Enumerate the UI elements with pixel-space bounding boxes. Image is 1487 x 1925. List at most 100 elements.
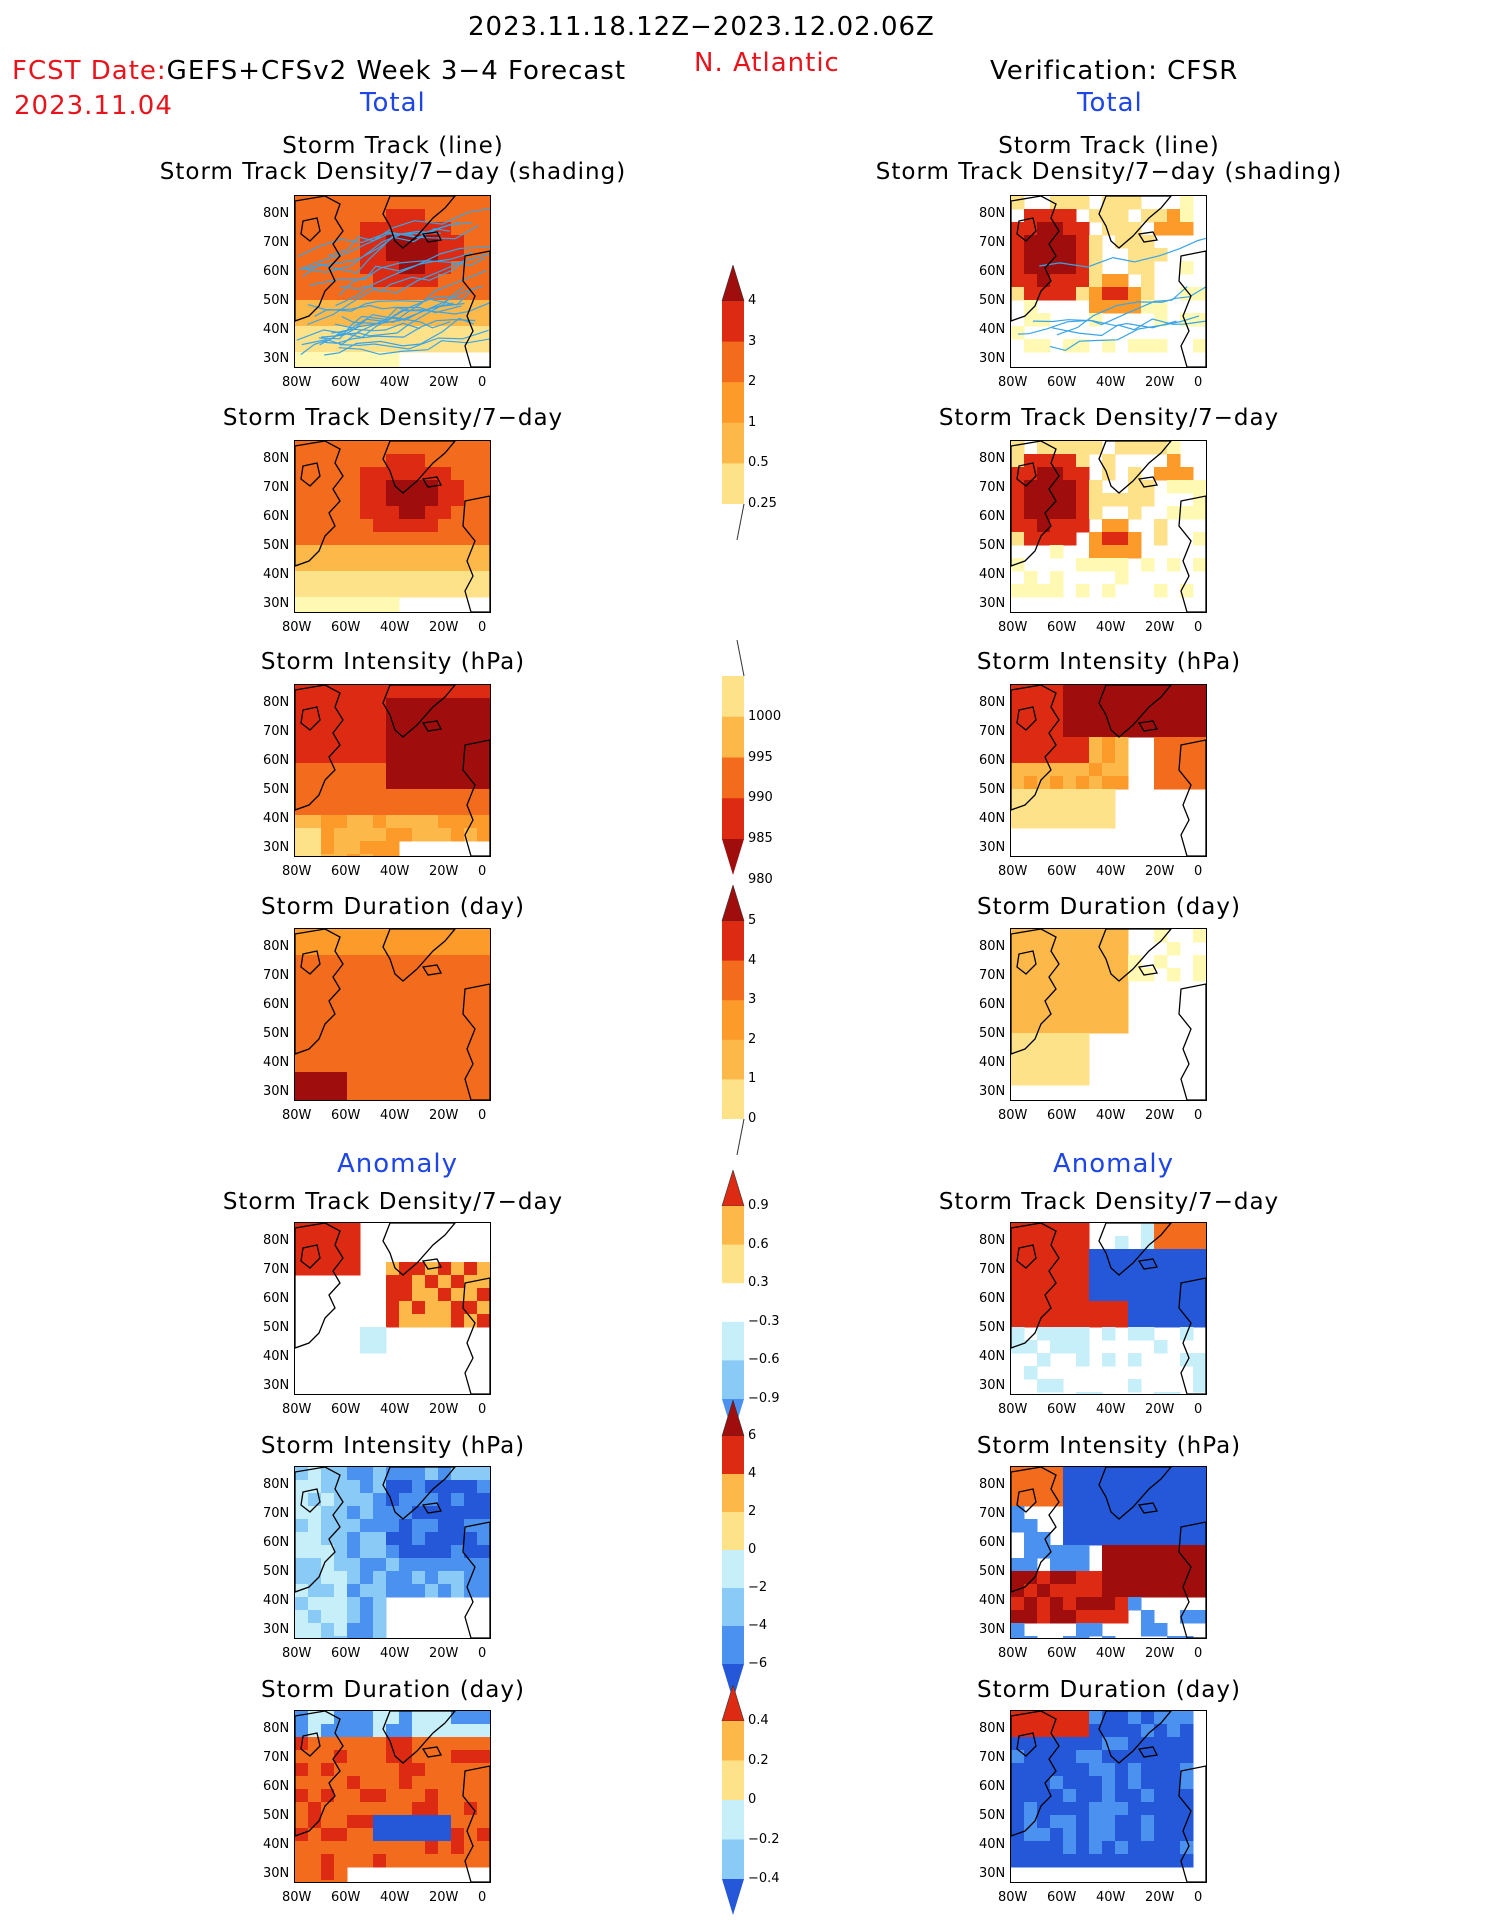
lat-tick-label: 50N xyxy=(979,782,1006,797)
coastline xyxy=(295,196,344,322)
lat-tick-label: 50N xyxy=(979,1026,1006,1041)
lat-tick-label: 30N xyxy=(979,351,1006,366)
lat-tick-label: 40N xyxy=(979,1837,1006,1852)
coastline xyxy=(300,462,321,487)
left-density-anom-map xyxy=(294,1222,491,1395)
lat-tick-label: 70N xyxy=(979,1262,1006,1277)
coastline xyxy=(1016,1488,1037,1513)
left-track-map xyxy=(294,195,491,368)
lon-tick-label: 40W xyxy=(380,375,410,390)
lon-tick-label: 60W xyxy=(1047,864,1077,879)
lat-tick-label: 80N xyxy=(979,695,1006,710)
storm-track-line xyxy=(1049,315,1200,352)
lon-tick-label: 40W xyxy=(380,1646,410,1661)
lat-tick-label: 60N xyxy=(979,1535,1006,1550)
lat-tick-label: 40N xyxy=(263,1349,290,1364)
lat-tick-label: 50N xyxy=(979,293,1006,308)
left-duration-title: Storm Duration (day) xyxy=(261,894,525,920)
lat-tick-label: 30N xyxy=(263,1866,290,1881)
lon-tick-label: 80W xyxy=(998,864,1028,879)
lat-tick-label: 70N xyxy=(263,968,290,983)
lat-tick-label: 60N xyxy=(979,1779,1006,1794)
left-duration-map xyxy=(294,928,491,1101)
lat-tick-label: 70N xyxy=(263,724,290,739)
coastline xyxy=(1016,462,1037,487)
coastline xyxy=(1011,1467,1060,1593)
lat-tick-label: 80N xyxy=(979,1233,1006,1248)
lat-tick-label: 70N xyxy=(979,1506,1006,1521)
map-field xyxy=(1011,685,1206,856)
left-intensity-anom-title: Storm Intensity (hPa) xyxy=(260,1433,526,1459)
lat-tick-label: 60N xyxy=(979,1291,1006,1306)
map-field xyxy=(1011,441,1206,612)
colorbar-tick-label: −2 xyxy=(748,1580,768,1595)
coastline xyxy=(382,441,456,494)
colorbar-tick-label: 0 xyxy=(748,1542,757,1557)
lat-tick-label: 30N xyxy=(979,1084,1006,1099)
lon-tick-label: 40W xyxy=(1096,864,1126,879)
map-field xyxy=(295,1223,490,1394)
lat-tick-label: 70N xyxy=(979,968,1006,983)
lon-tick-label: 60W xyxy=(1047,1646,1077,1661)
lon-tick-label: 40W xyxy=(380,1402,410,1417)
lat-tick-label: 50N xyxy=(263,1564,290,1579)
colorbar-tick-label: 3 xyxy=(748,333,757,349)
lon-tick-label: 20W xyxy=(1145,1890,1175,1905)
left-duration-anom-map xyxy=(294,1710,491,1883)
colorbar-tick-label: 6 xyxy=(748,1428,757,1443)
coastline xyxy=(1098,441,1172,494)
coastline xyxy=(421,720,442,732)
coastline xyxy=(462,1765,490,1882)
lat-tick-label: 60N xyxy=(263,997,290,1012)
coastline xyxy=(382,1711,456,1764)
lon-tick-label: 0 xyxy=(478,1646,487,1661)
left-duration-anom-title: Storm Duration (day) xyxy=(261,1677,525,1703)
map-field xyxy=(1011,1711,1206,1882)
coastline xyxy=(295,1223,344,1349)
lat-tick-label: 50N xyxy=(263,538,290,553)
lat-tick-label: 40N xyxy=(263,322,290,337)
colorbar-duration-anom xyxy=(721,1685,745,1915)
lon-tick-label: 0 xyxy=(478,864,487,879)
lon-tick-label: 40W xyxy=(1096,1402,1126,1417)
coastline xyxy=(300,950,321,975)
lon-tick-label: 40W xyxy=(1096,375,1126,390)
right-intensity-title: Storm Intensity (hPa) xyxy=(976,649,1242,675)
colorbar-tick-label: 0.6 xyxy=(748,1236,769,1252)
lon-tick-label: 40W xyxy=(1096,1890,1126,1905)
coastline xyxy=(421,1746,442,1758)
lon-tick-label: 40W xyxy=(380,620,410,635)
coastline xyxy=(382,196,456,249)
lat-tick-label: 60N xyxy=(263,1535,290,1550)
lat-tick-label: 80N xyxy=(979,939,1006,954)
coastline xyxy=(421,964,442,976)
left-density-title: Storm Track Density/7−day xyxy=(222,405,564,431)
lat-tick-label: 70N xyxy=(263,1506,290,1521)
coastline xyxy=(1137,1746,1158,1758)
lat-tick-label: 60N xyxy=(263,509,290,524)
fcst-date-value: 2023.11.04 xyxy=(14,91,173,121)
coastline xyxy=(1016,1732,1037,1757)
left-density-map xyxy=(294,440,491,613)
coastline xyxy=(1178,250,1206,367)
lon-tick-label: 40W xyxy=(1096,620,1126,635)
coastline xyxy=(1098,1711,1172,1764)
coastline xyxy=(1137,1258,1158,1270)
map-field xyxy=(295,196,490,367)
storm-track-line xyxy=(1056,286,1206,336)
lon-tick-label: 60W xyxy=(1047,1890,1077,1905)
colorbar-tick-label: 5 xyxy=(748,913,757,928)
storm-track-line xyxy=(320,285,483,338)
storm-track-line xyxy=(298,222,472,273)
left-density-anom-title: Storm Track Density/7−day xyxy=(222,1189,564,1215)
colorbar-tick-label: 1000 xyxy=(748,708,782,724)
storm-track-line xyxy=(309,252,473,286)
lat-tick-label: 80N xyxy=(979,1721,1006,1736)
left-intensity-title: Storm Intensity (hPa) xyxy=(260,649,526,675)
lon-tick-label: 80W xyxy=(282,375,312,390)
coastline xyxy=(1137,964,1158,976)
colorbar-tick-label: 980 xyxy=(748,871,773,887)
colorbar-tick-label: −0.3 xyxy=(748,1313,780,1329)
colorbar-duration-total xyxy=(721,885,745,1155)
fcst-date-label: FCST Date:GEFS+CFSv2 Week 3−4 Forecast xyxy=(12,58,626,84)
